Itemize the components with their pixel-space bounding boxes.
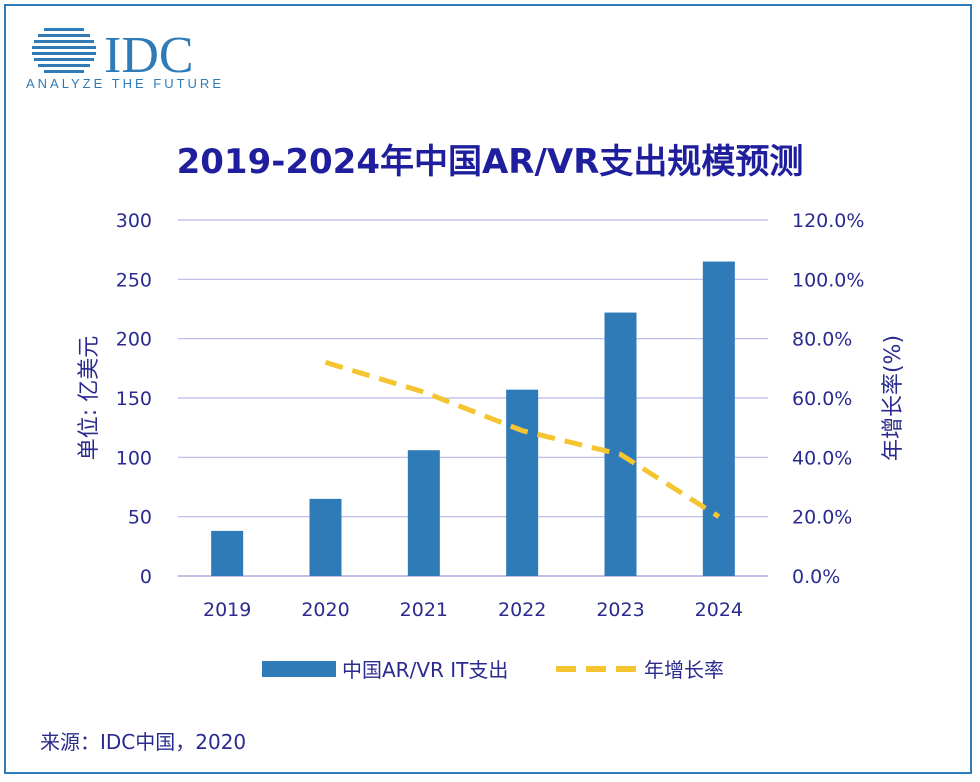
- y2-tick-label: 80.0%: [792, 329, 852, 351]
- bar: [211, 530, 244, 576]
- y-tick-label: 300: [116, 210, 152, 232]
- bar: [407, 450, 440, 576]
- legend-item-bar: 中国AR/VR IT支出: [262, 654, 508, 683]
- bar: [604, 312, 637, 576]
- x-tick-label: 2023: [596, 599, 644, 621]
- y2-tick-label: 120.0%: [792, 210, 864, 232]
- bar: [506, 389, 539, 576]
- legend-item-line: 年增长率: [556, 654, 724, 683]
- y-axis-label: 单位: 亿美元: [77, 336, 102, 460]
- y-tick-label: 250: [116, 269, 152, 291]
- x-tick-label: 2022: [498, 599, 546, 621]
- x-tick-label: 2020: [301, 599, 349, 621]
- idc-logo: IDC: [32, 27, 194, 84]
- y2-tick-label: 0.0%: [792, 566, 840, 588]
- y2-tick-label: 20.0%: [792, 507, 852, 529]
- legend-label-line: 年增长率: [644, 658, 724, 682]
- logo-tagline: ANALYZE THE FUTURE: [26, 76, 224, 91]
- chart-title: 2019-2024年中国AR/VR支出规模预测: [176, 142, 804, 182]
- source-note: 来源：IDC中国，2020: [40, 730, 247, 754]
- y2-tick-label: 100.0%: [792, 269, 864, 291]
- globe-icon: [32, 28, 96, 73]
- logo-brand: IDC: [104, 27, 194, 84]
- x-tick-label: 2024: [695, 599, 743, 621]
- legend-swatch-line: [556, 665, 636, 672]
- legend-swatch-bar: [262, 660, 336, 677]
- legend-label-bar: 中国AR/VR IT支出: [342, 658, 509, 682]
- y2-tick-label: 60.0%: [792, 388, 852, 410]
- bar: [702, 261, 735, 576]
- x-tick-label: 2021: [400, 599, 448, 621]
- bar: [309, 498, 342, 576]
- y2-axis-label: 年增长率(%): [881, 335, 906, 461]
- y-tick-label: 100: [116, 447, 152, 469]
- chart-frame: [4, 4, 972, 774]
- y2-tick-label: 40.0%: [792, 447, 852, 469]
- y-tick-label: 200: [116, 329, 152, 351]
- y-tick-label: 0: [140, 566, 152, 588]
- legend: 中国AR/VR IT支出 年增长率: [0, 654, 980, 682]
- y-tick-label: 150: [116, 388, 152, 410]
- x-tick-label: 2019: [203, 599, 251, 621]
- chart-canvas: 0 50 100 150 200 250 300 0.0% 20.0% 40.0% 60.0% 80.…: [77, 210, 906, 621]
- y-tick-label: 50: [128, 507, 152, 529]
